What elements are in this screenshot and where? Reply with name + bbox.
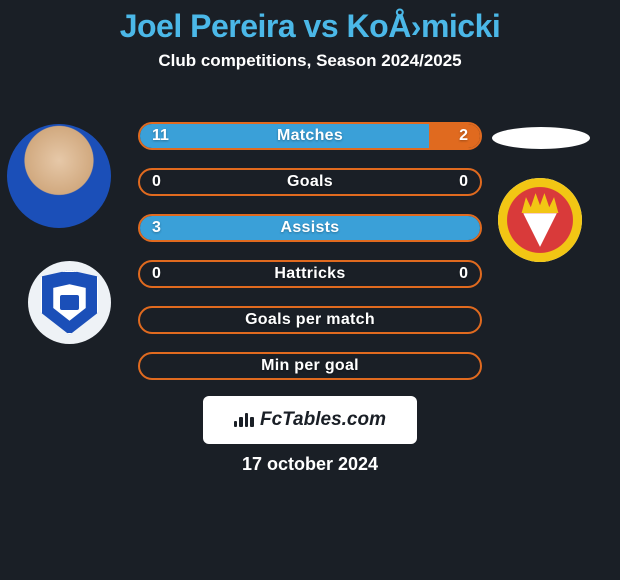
- stat-label: Matches: [277, 127, 343, 145]
- date-text: 17 october 2024: [0, 454, 620, 475]
- fctables-watermark: FcTables.com: [203, 396, 417, 444]
- stat-row: 0 Hattricks 0: [138, 260, 482, 288]
- player-right-oval: [492, 127, 590, 149]
- stat-value-left: 3: [152, 219, 161, 237]
- stat-value-left: 0: [152, 173, 161, 191]
- stat-value-left: 0: [152, 265, 161, 283]
- stat-row: Goals per match: [138, 306, 482, 334]
- player-face-placeholder: [7, 124, 111, 228]
- stat-label: Assists: [280, 219, 339, 237]
- subtitle: Club competitions, Season 2024/2025: [0, 51, 620, 71]
- stat-value-left: 11: [152, 127, 169, 145]
- bar-chart-icon: [234, 413, 254, 427]
- stat-row: 11 Matches 2: [138, 122, 482, 150]
- korona-kielce-badge-icon: [498, 178, 582, 262]
- stat-label: Hattricks: [274, 265, 345, 283]
- watermark-text: FcTables.com: [260, 409, 386, 431]
- stat-label: Min per goal: [261, 357, 359, 375]
- stat-label: Goals per match: [245, 311, 375, 329]
- player-left-portrait: [7, 124, 111, 228]
- club-logo-right: [498, 178, 582, 262]
- comparison-card: Joel Pereira vs KoÅ›micki Club competiti…: [0, 0, 620, 71]
- stat-label: Goals: [287, 173, 333, 191]
- stats-panel: 11 Matches 2 0 Goals 0 3 Assists 0 Hattricks 0 Goal…: [138, 122, 482, 398]
- stat-row: Min per goal: [138, 352, 482, 380]
- stat-row: 3 Assists: [138, 214, 482, 242]
- club-logo-left: [28, 261, 111, 344]
- page-title: Joel Pereira vs KoÅ›micki: [0, 0, 620, 45]
- stat-value-right: 2: [459, 127, 468, 145]
- stat-row: 0 Goals 0: [138, 168, 482, 196]
- stat-value-right: 0: [459, 265, 468, 283]
- stat-value-right: 0: [459, 173, 468, 191]
- stat-fill-right: [429, 124, 480, 148]
- lech-poznan-badge-icon: [40, 270, 98, 335]
